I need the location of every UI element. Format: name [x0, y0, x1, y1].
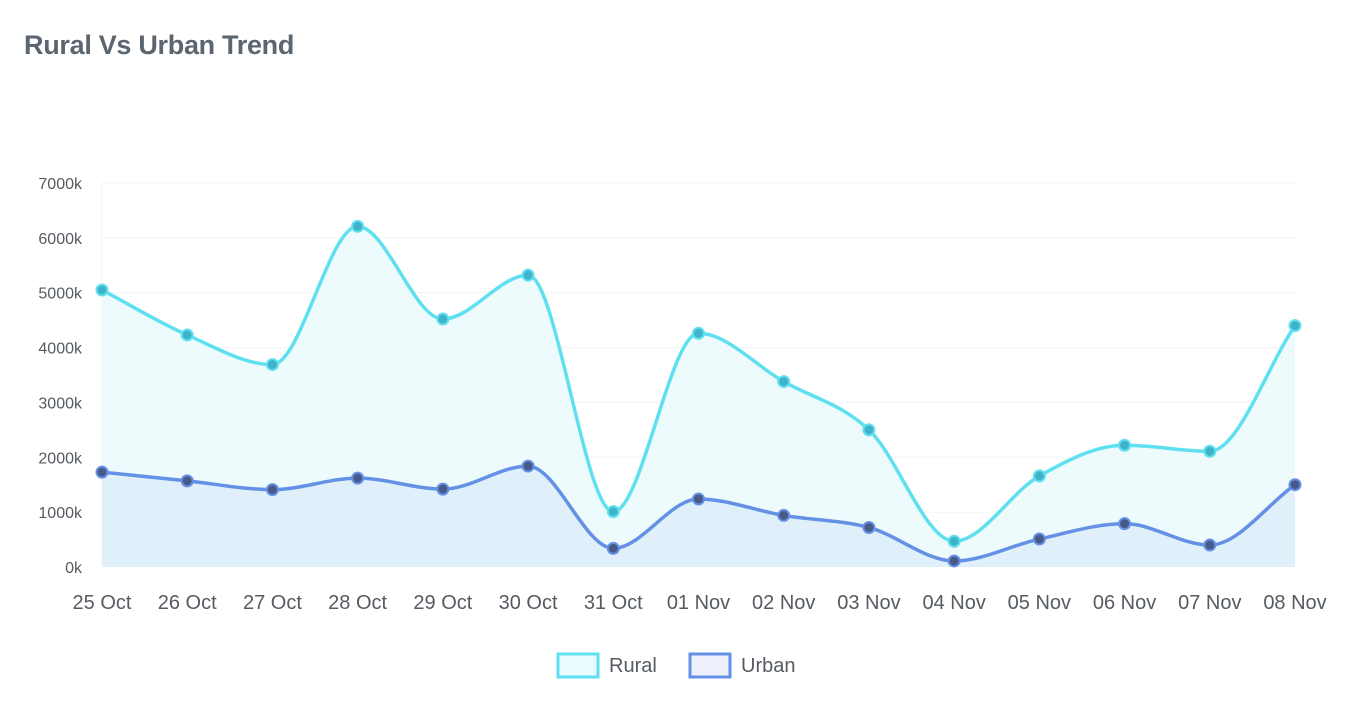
y-tick-label: 3000k [38, 395, 83, 412]
data-point-rural [777, 375, 791, 389]
x-tick-label: 05 Nov [1008, 592, 1071, 614]
data-point-urban [1203, 538, 1217, 552]
data-point-rural [265, 358, 279, 372]
y-tick-label: 0k [65, 560, 83, 577]
data-point-urban [606, 541, 620, 555]
data-point-rural [436, 312, 450, 326]
data-point-urban [692, 492, 705, 506]
series-line-rural [101, 224, 1297, 543]
data-point-urban [777, 508, 791, 522]
legend-label-rural: Rural [609, 655, 657, 677]
data-point-urban [351, 471, 365, 485]
data-point-rural [947, 534, 961, 548]
area-fill-urban [102, 466, 1295, 567]
data-point-rural [1203, 444, 1217, 458]
legend-swatch-rural [556, 652, 600, 679]
area-fill-rural [102, 226, 1295, 567]
legend: Rural Urban [556, 652, 795, 679]
legend-swatch-urban [688, 652, 732, 679]
data-point-urban [180, 474, 194, 488]
series-points-rural [95, 219, 1302, 548]
x-tick-label: 02 Nov [752, 592, 815, 614]
y-tick-label: 4000k [38, 341, 83, 358]
data-point-rural [1032, 469, 1046, 483]
data-point-urban [1118, 517, 1132, 531]
x-tick-label: 31 Oct [584, 592, 643, 614]
y-tick-label: 6000k [38, 231, 83, 248]
x-tick-label: 30 Oct [499, 592, 558, 614]
x-tick-label: 01 Nov [667, 592, 730, 614]
data-point-rural [1288, 319, 1302, 333]
data-point-rural [180, 328, 194, 342]
data-point-rural [351, 219, 365, 233]
x-tick-label: 25 Oct [73, 592, 132, 614]
series-points-urban [95, 459, 1302, 568]
data-point-urban [521, 459, 535, 473]
data-point-rural [692, 326, 705, 340]
x-tick-label: 27 Oct [243, 592, 302, 614]
y-tick-label: 2000k [38, 450, 83, 467]
data-point-rural [606, 505, 620, 519]
data-point-urban [1032, 532, 1046, 546]
data-point-urban [862, 521, 876, 535]
x-tick-label: 29 Oct [413, 592, 472, 614]
data-point-rural [521, 268, 535, 282]
y-tick-label: 7000k [38, 176, 83, 193]
x-tick-label: 03 Nov [837, 592, 900, 614]
legend-label-urban: Urban [741, 655, 795, 677]
x-tick-label: 06 Nov [1093, 592, 1156, 614]
data-point-urban [95, 465, 109, 479]
x-tick-label: 07 Nov [1178, 592, 1241, 614]
y-tick-label: 1000k [38, 505, 83, 522]
data-point-rural [862, 423, 876, 437]
x-tick-label: 28 Oct [328, 592, 387, 614]
y-tick-label: 5000k [38, 286, 83, 303]
data-point-urban [947, 554, 961, 568]
x-tick-label: 08 Nov [1263, 592, 1326, 614]
data-point-rural [95, 283, 109, 297]
chart-title: Rural Vs Urban Trend [24, 30, 295, 60]
x-tick-label: 04 Nov [922, 592, 985, 614]
data-point-urban [265, 483, 279, 497]
data-point-urban [1288, 478, 1302, 492]
x-tick-label: 26 Oct [158, 592, 217, 614]
data-point-rural [1118, 438, 1132, 452]
data-point-urban [436, 482, 450, 496]
